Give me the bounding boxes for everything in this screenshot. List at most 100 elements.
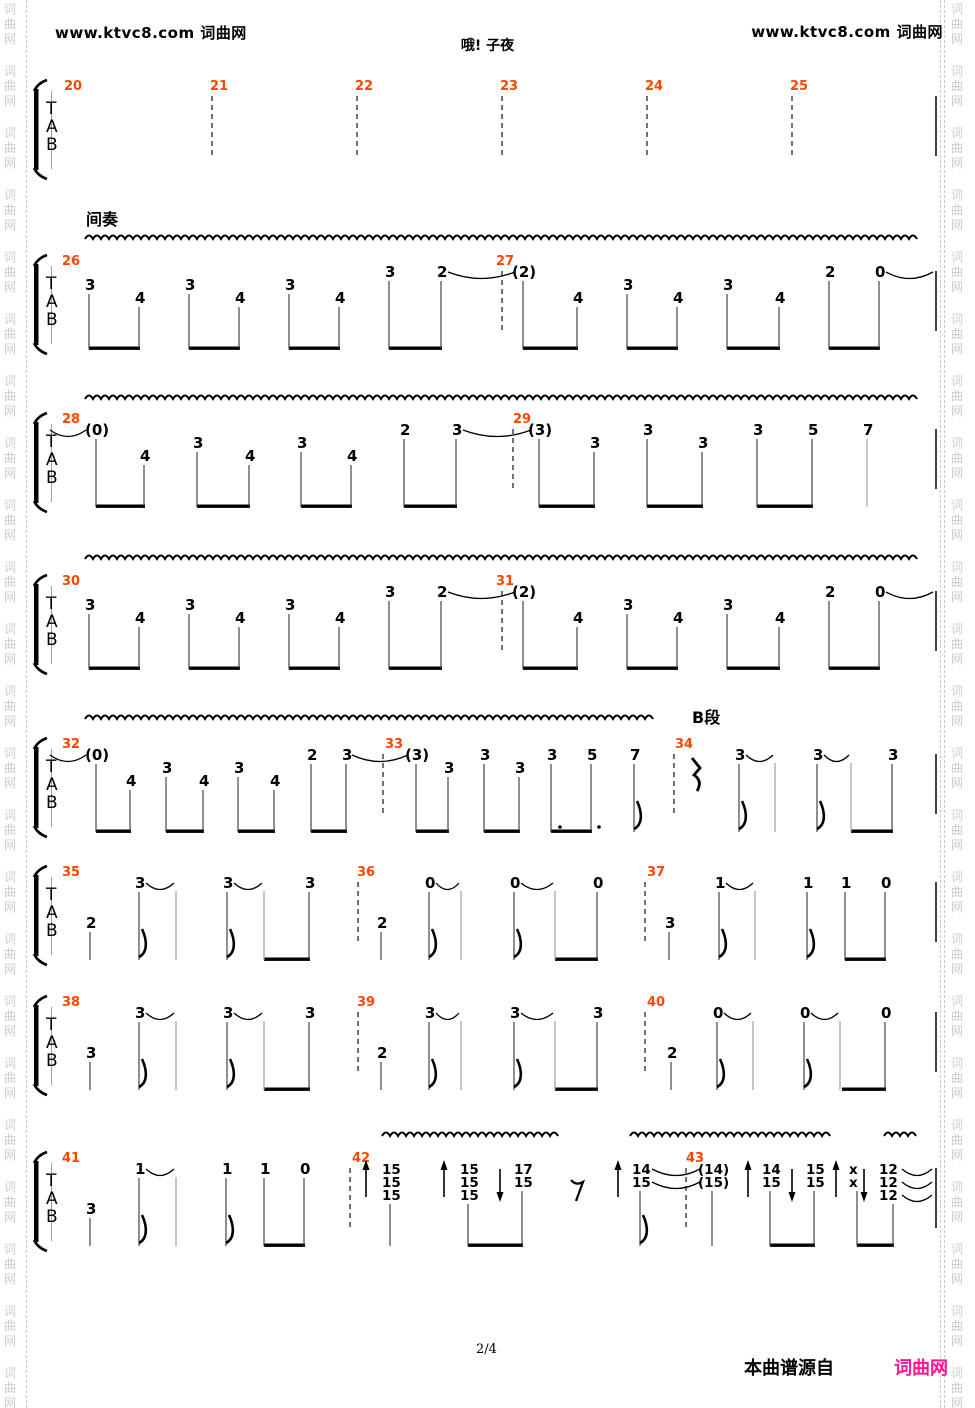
watermark-char: 曲 [3,1319,16,1333]
eighth-flag [138,928,148,959]
watermark-char: 网 [3,1396,16,1408]
watermark-char: 词 [950,1118,963,1132]
measure-number: 30 [62,574,80,589]
watermark-char: 曲 [950,1381,963,1395]
tab-clef-letter: A [46,903,58,923]
fret-number: 3 [723,276,733,294]
tie [901,1194,933,1203]
chord: (14)(15) [698,1162,729,1246]
fret-number: (15) [698,1175,729,1191]
staff-bracket-bottom-hook [32,342,48,356]
watermark-char: 词 [950,994,963,1008]
tie [901,1181,933,1190]
watermark-char: 曲 [950,141,963,155]
watermark-char: 网 [3,900,16,914]
beam [89,666,140,670]
fret-number: (3) [528,421,552,439]
watermark-char: 网 [950,776,963,790]
watermark-char: 网 [950,1024,963,1038]
watermark-char: 网 [3,466,16,480]
beam [551,829,592,833]
staff-bracket [34,584,39,665]
fret-number: 15 [382,1175,401,1191]
fret-number: 3 [665,914,675,932]
beam [189,346,240,350]
tab-clef-letter: A [46,292,58,312]
fret-number: 3 [223,1004,233,1022]
fret-number: 4 [235,609,245,627]
eighth-flag [718,928,728,959]
watermark-char: 曲 [950,1009,963,1023]
fret-number: 3 [297,434,307,452]
watermark-char: 曲 [950,265,963,279]
site-url-right[interactable]: www.ktvc8.com 词曲网 [751,23,943,41]
watermark-char: 词 [3,1304,16,1318]
watermark-char: 网 [950,156,963,170]
watermark-char: 曲 [950,389,963,403]
vibrato-line [84,234,918,242]
watermark-char: 网 [3,1210,16,1224]
beam [89,346,140,350]
watermark-char: 曲 [3,203,16,217]
watermark-char: 词 [950,560,963,574]
fret-number: 3 [305,1004,315,1022]
beam [727,346,780,350]
fret-number: 15 [762,1175,781,1191]
watermark-char: 词 [950,808,963,822]
right-page-border-2 [944,0,945,1408]
eighth-flag [138,1058,148,1089]
fret-number: 3 [285,596,295,614]
eighth-flag [428,1058,438,1089]
watermark-char: 网 [950,404,963,418]
eighth-flag [226,1058,236,1089]
beam [289,346,340,350]
tie [233,882,263,891]
fret-number: x [849,1175,858,1191]
beam [555,957,598,961]
watermark-char: 曲 [950,513,963,527]
fret-number: 3 [723,596,733,614]
beam [851,829,893,833]
footer-brand-link[interactable]: 词曲网 [894,1358,948,1379]
fret-number: 2 [400,421,410,439]
fret-number: 0 [875,263,885,281]
watermark-char: 词 [3,312,16,326]
watermark-char: 曲 [950,637,963,651]
fret-number: 15 [460,1162,479,1178]
tab-staff-row-3: TAB 28 29 (0) 4 3 4 3 4 2 3 (3) 3 3 3 3 5 7 [32,411,937,514]
strum-arrow-up-head [440,1160,448,1170]
staff-bracket-top-hook [32,253,48,267]
measure-number: 20 [64,79,82,94]
watermark-char: 曲 [3,79,16,93]
fret-number: 15 [806,1162,825,1178]
eighth-flag [225,1214,235,1245]
fret-number: 0 [593,874,603,892]
fret-number: 3 [593,1004,603,1022]
watermark-char: 曲 [3,575,16,589]
fret-number: 17 [514,1162,533,1178]
quarter-rest [690,757,702,792]
fret-number: 5 [808,421,818,439]
tie [233,1012,263,1021]
watermark-char: 网 [3,218,16,232]
watermark-char: 词 [3,126,16,140]
measure-number: 32 [62,737,80,752]
fret-number: 3 [285,276,295,294]
beam [197,504,250,508]
beam [166,829,204,833]
page-indicator: 2/4 [476,1342,497,1357]
beam [647,504,703,508]
staff-bracket-bottom-hook [32,500,48,514]
site-url-left[interactable]: www.ktvc8.com 词曲网 [55,24,247,42]
strum-arrow-up-head [832,1160,840,1170]
watermark-char: 曲 [3,451,16,465]
watermark-char: 网 [3,1148,16,1162]
tie [145,1012,175,1021]
staff-bracket [34,264,39,345]
fret-number: 14 [762,1162,781,1178]
staff-bracket-top-hook [32,411,48,425]
fret-number: 12 [879,1175,898,1191]
fret-number: 2 [437,263,447,281]
watermark-char: 曲 [950,823,963,837]
tie [49,754,87,763]
